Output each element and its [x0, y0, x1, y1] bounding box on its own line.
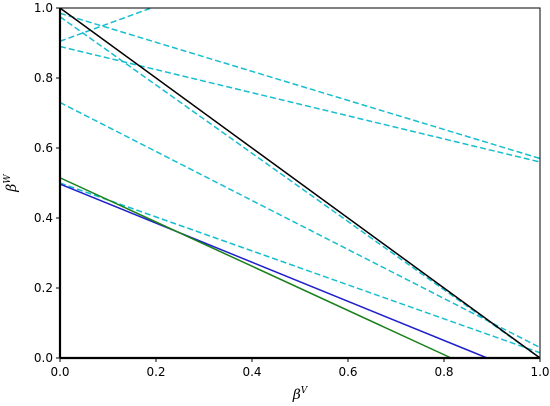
series-line-2	[59, 12, 541, 160]
series-line-1	[59, 7, 152, 42]
y-axis-label-superscript: W	[3, 174, 13, 184]
plot-lines	[58, 7, 541, 360]
y-tick-label: 1.0	[34, 1, 53, 15]
plot-frame	[59, 7, 541, 359]
x-tick-label: 1.0	[530, 365, 549, 379]
y-tick-label: 0.0	[34, 351, 53, 365]
y-tick-label: 0.8	[34, 71, 53, 85]
x-axis-ticks: 0.0 0.2 0.4 0.6 0.8 1.0	[50, 358, 550, 379]
y-tick-label: 0.4	[34, 211, 53, 225]
series-line-3	[59, 16, 541, 359]
x-axis-label-base: β	[292, 387, 301, 403]
x-tick-label: 0.8	[434, 365, 453, 379]
x-tick-label: 0.4	[242, 365, 261, 379]
series-line-7	[59, 183, 488, 359]
x-axis-label-superscript: V	[301, 386, 309, 396]
y-axis-label-base: β	[4, 184, 20, 193]
x-axis-label: βV	[292, 386, 309, 403]
y-axis-ticks: 0.0 0.2 0.4 0.6 0.8 1.0	[34, 1, 60, 365]
x-tick-label: 0.2	[146, 365, 165, 379]
series-line-5	[59, 101, 541, 349]
series-line-8	[59, 177, 452, 359]
series-line-4	[59, 45, 541, 163]
series-line-9	[59, 7, 541, 359]
y-tick-label: 0.6	[34, 141, 53, 155]
y-tick-label: 0.2	[34, 281, 53, 295]
y-axis-label: βW	[3, 174, 20, 193]
x-tick-label: 0.0	[50, 365, 69, 379]
series-line-6	[59, 182, 541, 354]
x-tick-label: 0.6	[338, 365, 357, 379]
